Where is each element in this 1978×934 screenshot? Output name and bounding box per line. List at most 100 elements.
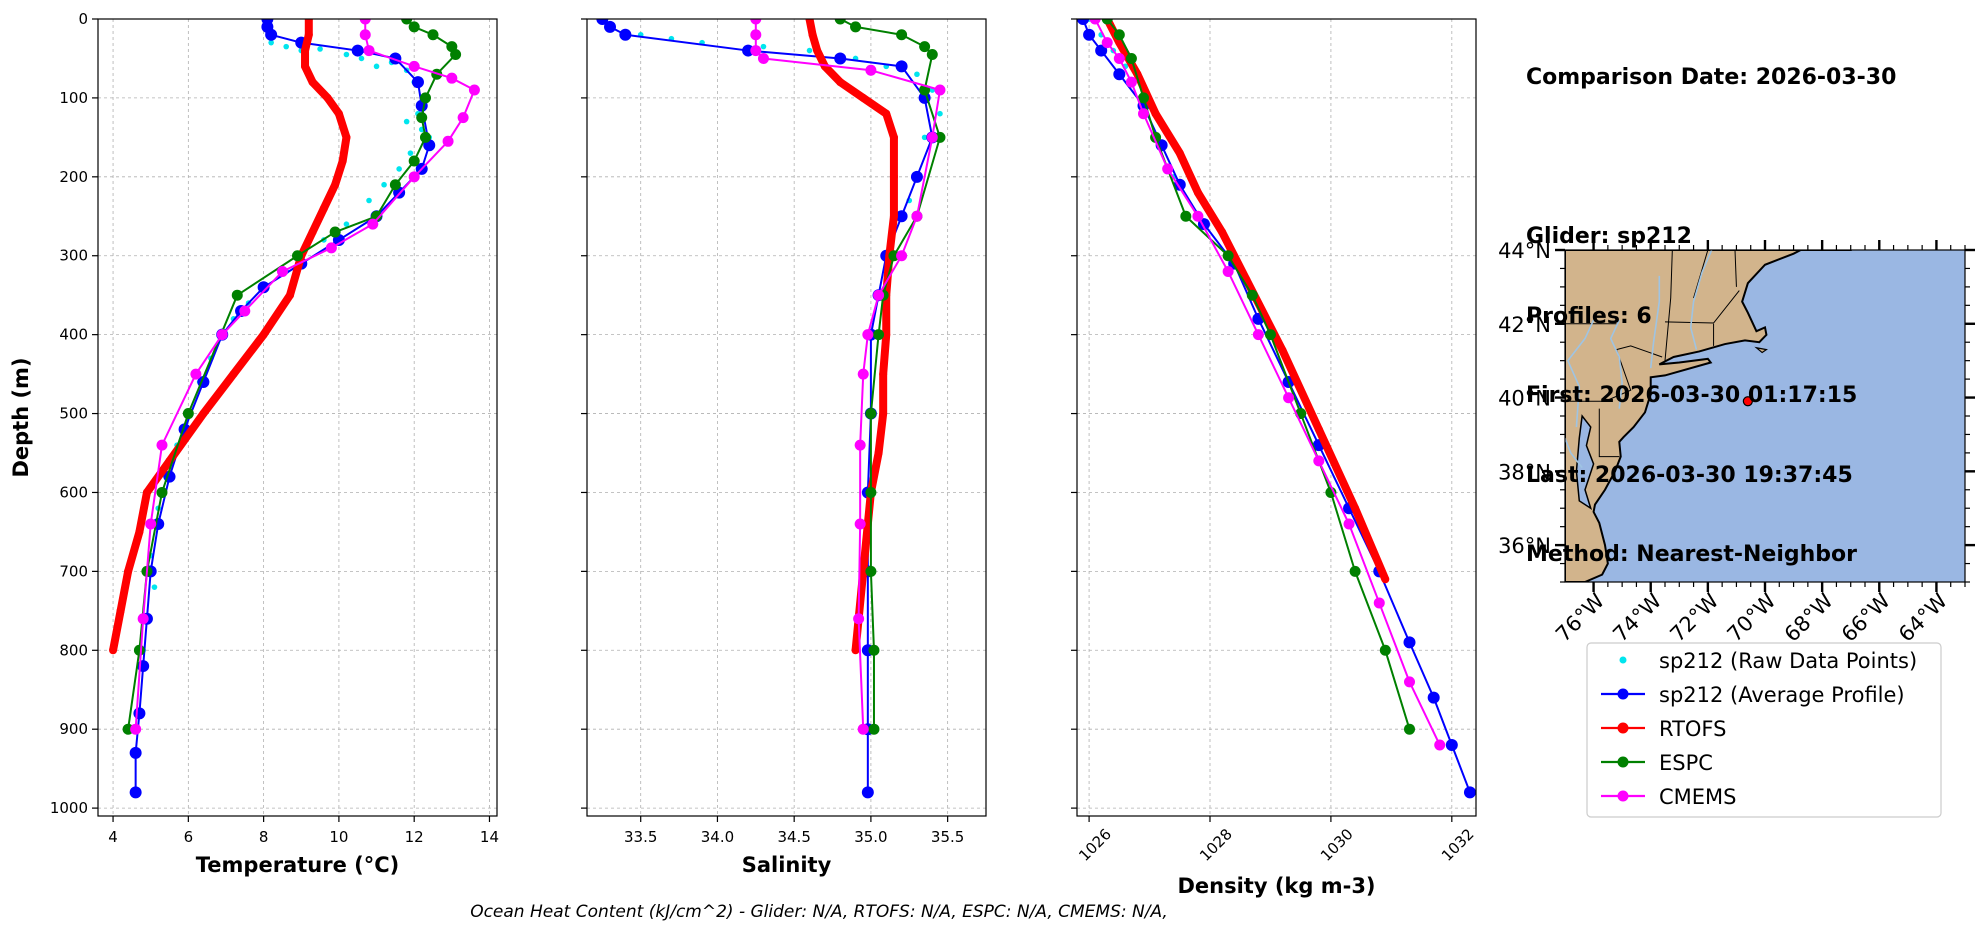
data-point-cmems bbox=[156, 439, 168, 451]
data-point-glider bbox=[1427, 691, 1440, 704]
first-time: First: 2026-03-30 01:17:15 bbox=[1526, 383, 1858, 408]
data-point-rtofs bbox=[135, 527, 144, 536]
river bbox=[1689, 250, 1713, 350]
x-tick-label: 1026 bbox=[1075, 825, 1115, 865]
data-point-cmems bbox=[750, 19, 762, 25]
data-point-raw bbox=[343, 221, 350, 227]
data-point-rtofs bbox=[304, 30, 313, 39]
data-point-cmems bbox=[1101, 37, 1113, 49]
data-point-raw bbox=[407, 150, 414, 156]
data-point-raw bbox=[403, 118, 410, 125]
location-map: 76°W 74°W 72°W 70°W 68°W 66°W 64°W 44°N 42°N 40°N… bbox=[1498, 239, 1975, 647]
map-lon-label: 72°W bbox=[1665, 588, 1723, 646]
data-point-cmems bbox=[1125, 76, 1137, 88]
legend-label: sp212 (Raw Data Points) bbox=[1659, 649, 1917, 673]
state-border bbox=[1598, 408, 1620, 458]
data-point-espc bbox=[1349, 565, 1361, 577]
data-point-cmems bbox=[442, 135, 454, 147]
map-lon-label: 64°W bbox=[1894, 588, 1952, 646]
data-point-raw bbox=[343, 51, 350, 58]
data-point-cmems bbox=[446, 72, 458, 84]
legend-item-cmems: CMEMS bbox=[1601, 785, 1737, 809]
data-point-rtofs bbox=[1175, 149, 1184, 158]
data-point-espc bbox=[888, 250, 900, 262]
data-point-glider bbox=[619, 28, 632, 41]
data-point-espc bbox=[865, 486, 877, 498]
series-espc bbox=[122, 19, 462, 735]
x-axis-label: Density (kg m-3) bbox=[1177, 874, 1375, 898]
state-border bbox=[1693, 250, 1709, 299]
comparison-date: Comparison Date: 2026-03-30 bbox=[1526, 65, 1897, 90]
data-point-rtofs bbox=[882, 330, 891, 339]
map-lat-label: 40°N bbox=[1498, 387, 1551, 411]
data-point-rtofs bbox=[874, 449, 883, 458]
data-point-cmems bbox=[367, 218, 379, 230]
data-point-glider bbox=[895, 210, 908, 223]
data-point-espc bbox=[416, 112, 428, 124]
profile-panel-1: 4 6 8 10 12 14 0 100 200 300 400 500 600 700 800 900 100… bbox=[9, 10, 499, 877]
method: Method: Nearest-Neighbor bbox=[1526, 542, 1857, 567]
glider-location-marker bbox=[1742, 396, 1753, 407]
data-point-cmems bbox=[1373, 597, 1385, 609]
legend-marker bbox=[1617, 722, 1629, 734]
last-time: Last: 2026-03-30 19:37:45 bbox=[1526, 462, 1853, 488]
data-point-espc bbox=[1113, 29, 1125, 41]
data-point-espc bbox=[1379, 644, 1391, 656]
x-tick-label: 12 bbox=[405, 828, 424, 846]
land bbox=[1565, 250, 1852, 582]
data-point-cmems bbox=[1343, 518, 1355, 530]
state-border bbox=[1664, 290, 1740, 324]
data-point-espc bbox=[427, 29, 439, 41]
data-point-rtofs bbox=[319, 204, 328, 213]
legend-marker bbox=[1617, 756, 1629, 768]
data-point-cmems bbox=[408, 60, 420, 72]
legend: sp212 (Raw Data Points) sp212 (Average Pr… bbox=[1586, 642, 1942, 818]
series-line-cmems bbox=[754, 19, 941, 730]
y-tick-label: 1000 bbox=[50, 799, 88, 817]
data-point-rtofs bbox=[889, 133, 898, 142]
profile-panel-2: 33.5 34.0 34.5 35.0 35.5 Salinity bbox=[581, 18, 987, 877]
data-point-cmems bbox=[408, 171, 420, 183]
data-point-glider bbox=[133, 707, 146, 720]
ocean-heat-content-footer: Ocean Heat Content (kJ/cm^2) - Glider: N… bbox=[470, 902, 1168, 922]
series-group bbox=[596, 19, 946, 799]
y-tick-label: 100 bbox=[59, 89, 88, 107]
data-point-espc bbox=[408, 155, 420, 167]
state-border bbox=[1734, 250, 1737, 287]
map-lon-label: 70°W bbox=[1723, 588, 1781, 646]
profile-panel-3: 1026 1028 1030 1032 Density (kg m-3) bbox=[1071, 18, 1478, 898]
data-point-cmems bbox=[896, 250, 908, 262]
series-line-espc bbox=[839, 19, 941, 730]
series-raw bbox=[140, 39, 433, 654]
legend-marker bbox=[1617, 688, 1629, 700]
y-tick-label: 800 bbox=[59, 641, 88, 659]
data-point-rtofs bbox=[889, 212, 898, 221]
x-axis-label: Temperature (°C) bbox=[196, 853, 399, 877]
y-tick-label: 400 bbox=[59, 326, 88, 344]
data-point-cmems bbox=[1222, 266, 1234, 278]
data-point-rtofs bbox=[142, 488, 151, 497]
legend-item-espc: ESPC bbox=[1601, 751, 1713, 775]
data-point-rtofs bbox=[334, 109, 343, 118]
data-point-cmems bbox=[854, 439, 866, 451]
data-point-glider bbox=[129, 746, 142, 759]
data-point-espc bbox=[868, 723, 880, 735]
data-point-rtofs bbox=[1314, 425, 1323, 434]
legend-label: CMEMS bbox=[1659, 785, 1737, 809]
map-lon-label: 68°W bbox=[1780, 588, 1838, 646]
y-tick-label: 200 bbox=[59, 168, 88, 186]
y-tick-label: 0 bbox=[78, 10, 88, 28]
y-tick-label: 600 bbox=[59, 483, 88, 501]
data-point-cmems bbox=[865, 64, 877, 76]
data-point-espc bbox=[156, 486, 168, 498]
series-group bbox=[109, 19, 480, 799]
data-point-rtofs bbox=[879, 409, 888, 418]
x-tick-label: 35.0 bbox=[854, 828, 887, 846]
map-lat-label: 36°N bbox=[1498, 534, 1551, 558]
series-glider bbox=[1077, 19, 1476, 799]
data-point-cmems bbox=[757, 52, 769, 64]
data-point-rtofs bbox=[808, 30, 817, 39]
data-point-cmems bbox=[137, 613, 149, 625]
data-point-espc bbox=[1180, 210, 1192, 222]
legend-item-rtofs: RTOFS bbox=[1601, 717, 1726, 741]
